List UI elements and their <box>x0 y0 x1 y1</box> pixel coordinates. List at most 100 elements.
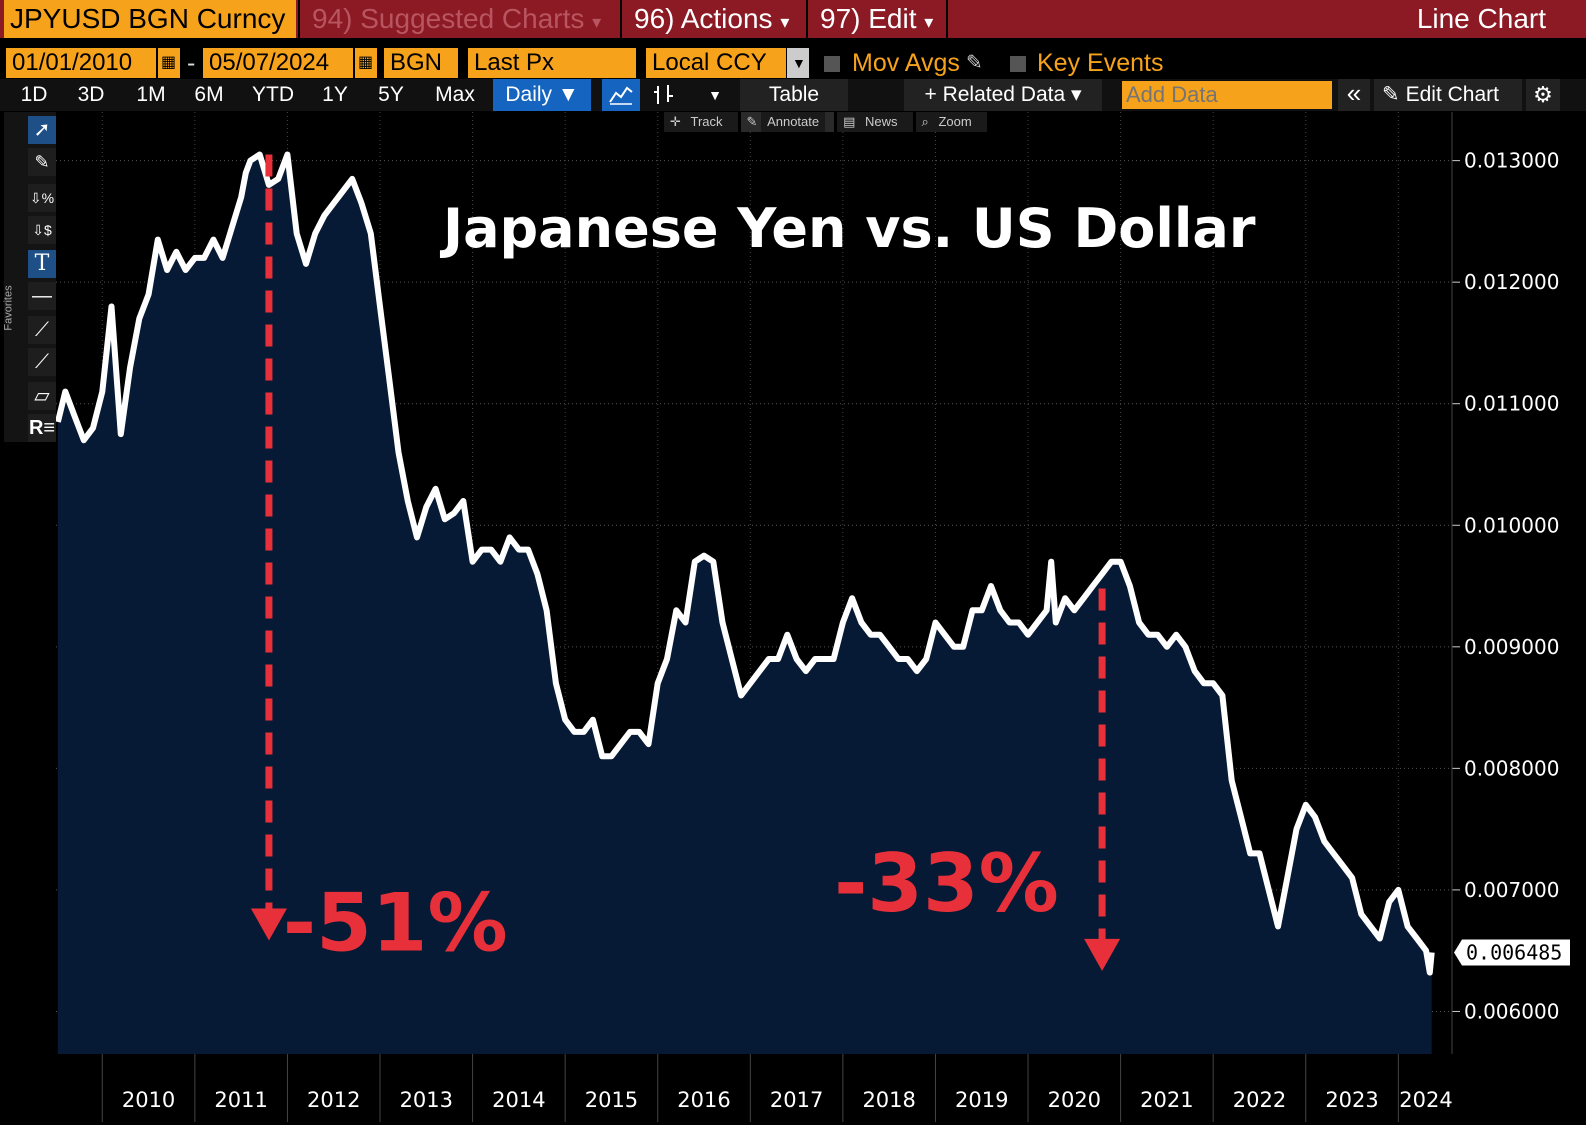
pencil-icon[interactable]: ✎ <box>966 52 983 74</box>
news-button[interactable]: ▤ News <box>837 112 913 132</box>
period-3d[interactable]: 3D <box>77 83 105 106</box>
x-tick-label: 2013 <box>400 1088 453 1112</box>
period-max[interactable]: Max <box>435 83 475 106</box>
table-button[interactable]: Table <box>740 79 848 111</box>
suggested-charts-menu[interactable]: 94) Suggested Charts ▾ <box>312 0 601 38</box>
x-tick-label: 2017 <box>770 1088 823 1112</box>
period-1d[interactable]: 1D <box>20 83 48 106</box>
security-field[interactable]: JPYUSD BGN Curncy <box>4 0 296 38</box>
cursor-icon[interactable]: ➚ <box>28 116 56 144</box>
period-6m[interactable]: 6M <box>194 83 224 106</box>
dollar-tool-icon[interactable]: ⇩$ <box>28 216 56 244</box>
frequency-dropdown[interactable]: Daily ▼ <box>493 79 591 111</box>
zoom-button[interactable]: ⌕ Zoom <box>915 112 987 132</box>
x-tick-label: 2023 <box>1325 1088 1378 1112</box>
calendar-icon[interactable]: ▦ <box>355 48 377 78</box>
divider <box>620 0 622 38</box>
track-label: Track <box>684 112 729 132</box>
text-tool-icon[interactable]: T <box>28 250 56 278</box>
horizontal-line-icon[interactable]: — <box>28 282 56 310</box>
ray-icon[interactable]: ⟋ <box>28 348 56 376</box>
y-tick-label: 0.009000 <box>1464 635 1559 659</box>
x-tick-label: 2011 <box>214 1088 267 1112</box>
period-ytd[interactable]: YTD <box>252 83 294 106</box>
start-date-field[interactable]: 01/01/2010 <box>6 48 156 78</box>
add-data-input[interactable] <box>1122 81 1332 109</box>
x-tick-label: 2019 <box>955 1088 1008 1112</box>
chevron-down-icon: ▾ <box>924 12 934 32</box>
series-line <box>54 151 1435 976</box>
news-label: News <box>859 112 904 132</box>
x-axis: 2010 2011 2012 2013 2014 2015 2016 2017 2018 2019… <box>101 1054 1453 1122</box>
collapse-icon[interactable]: « <box>1338 79 1370 111</box>
chart-toolbar: 1D 3D 1M 6M YTD 1Y 5Y Max Daily ▼ ▼ Tabl… <box>0 79 1586 111</box>
key-events-label[interactable]: Key Events <box>1037 49 1164 77</box>
end-date-field[interactable]: 05/07/2024 <box>203 48 353 78</box>
mov-avgs-label[interactable]: Mov Avgs <box>852 49 960 77</box>
mov-avgs-checkbox[interactable] <box>824 56 840 72</box>
line-chart-icon[interactable] <box>602 79 640 111</box>
regression-icon[interactable]: R≡ <box>28 414 56 442</box>
pen-icon[interactable]: ✎ <box>28 148 56 176</box>
y-axis: 0.006000 0.007000 0.008000 0.009000 0.010000… <box>1451 112 1559 1054</box>
chevron-down-icon: ▾ <box>592 12 602 32</box>
chart-type-label: Line Chart <box>1416 3 1546 34</box>
actions-label: 96) Actions <box>634 3 773 34</box>
trendline-icon[interactable]: ⟋ <box>28 316 56 344</box>
period-5y[interactable]: 5Y <box>378 83 404 106</box>
edit-menu[interactable]: 97) Edit ▾ <box>820 0 933 38</box>
series-area <box>57 154 1432 1054</box>
suggested-charts-label: 94) Suggested Charts <box>312 3 585 34</box>
price-field[interactable]: Last Px <box>468 48 636 78</box>
x-tick-label: 2022 <box>1233 1088 1286 1112</box>
x-tick-label: 2021 <box>1140 1088 1193 1112</box>
y-tick-label: 0.013000 <box>1464 149 1559 173</box>
divider <box>806 0 808 38</box>
y-tick-label: 0.008000 <box>1464 756 1559 780</box>
divider <box>298 0 300 38</box>
channel-icon[interactable]: ▱ <box>28 382 56 410</box>
gear-icon[interactable]: ⚙ <box>1526 79 1560 111</box>
chevron-down-icon: ▾ <box>780 12 790 32</box>
pencil-icon: ✎ <box>1382 83 1400 106</box>
related-data-button[interactable]: + Related Data ▾ <box>904 79 1102 111</box>
y-tick-label: 0.007000 <box>1464 878 1559 902</box>
source-field[interactable]: BGN <box>384 48 458 78</box>
x-tick-label: 2016 <box>677 1088 730 1112</box>
edit-label: 97) Edit <box>820 3 917 34</box>
annotate-button[interactable]: ✎ Annotate <box>740 112 835 132</box>
percent-tool-icon[interactable]: ⇩% <box>28 184 56 212</box>
period-1m[interactable]: 1M <box>136 83 166 106</box>
last-value-label: 0.006485 <box>1466 941 1562 965</box>
actions-menu[interactable]: 96) Actions ▾ <box>634 0 789 38</box>
annotation-toolbar: ✛ Track ✎ Annotate ▤ News ⌕ Zoom <box>664 112 990 132</box>
x-tick-label: 2020 <box>1048 1088 1101 1112</box>
key-events-checkbox[interactable] <box>1010 56 1026 72</box>
drawing-tools-panel: Favorites ➚ ✎ ⇩% ⇩$ T — ⟋ ⟋ ▱ R≡ <box>2 112 56 442</box>
top-menu-bar: JPYUSD BGN Curncy 94) Suggested Charts ▾… <box>0 0 1586 38</box>
annotation-label: -33% <box>834 837 1059 930</box>
date-dash: - <box>187 49 196 77</box>
y-tick-label: 0.010000 <box>1464 513 1559 537</box>
annotation-label: -51% <box>283 876 508 969</box>
divider <box>946 0 948 38</box>
x-tick-label: 2010 <box>122 1088 175 1112</box>
x-tick-label: 2015 <box>585 1088 638 1112</box>
favorites-label: Favorites <box>2 285 15 331</box>
edit-chart-button[interactable]: ✎ Edit Chart <box>1374 79 1522 111</box>
annotation-arrowhead <box>1084 938 1121 971</box>
track-button[interactable]: ✛ Track <box>664 112 738 132</box>
last-value-marker: 0.006485 <box>1454 939 1570 966</box>
currency-field[interactable]: Local CCY <box>646 48 786 78</box>
period-1y[interactable]: 1Y <box>322 83 348 106</box>
settings-bar: 01/01/2010 ▦ - 05/07/2024 ▦ BGN Last Px … <box>0 44 1586 80</box>
x-tick-label: 2012 <box>307 1088 360 1112</box>
zoom-label: Zoom <box>932 112 978 132</box>
chart-area: 0.006000 0.007000 0.008000 0.009000 0.010000… <box>54 112 1570 1122</box>
chevron-down-icon[interactable]: ▼ <box>708 87 722 103</box>
x-tick-label: 2018 <box>862 1088 915 1112</box>
calendar-icon[interactable]: ▦ <box>158 48 180 78</box>
bar-style-icon[interactable] <box>646 79 682 111</box>
edit-chart-label: Edit Chart <box>1405 83 1499 106</box>
chevron-down-icon[interactable]: ▼ <box>787 48 809 78</box>
